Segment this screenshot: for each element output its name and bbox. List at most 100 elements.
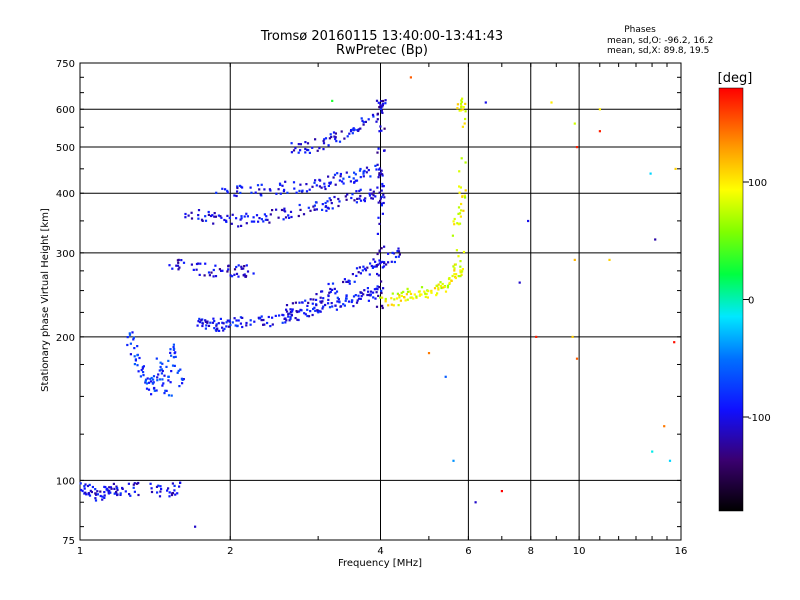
echo-point <box>378 106 381 109</box>
echo-point <box>124 490 127 493</box>
echo-point <box>391 292 394 295</box>
echo-point <box>418 294 421 297</box>
echo-point <box>333 287 336 290</box>
echo-point <box>324 201 327 205</box>
echo-point <box>160 368 163 371</box>
echo-point <box>171 482 174 485</box>
echo-point <box>322 297 325 300</box>
echo-point <box>309 209 312 212</box>
echo-point <box>329 290 332 293</box>
echo-point <box>353 199 356 202</box>
echo-point <box>315 304 318 307</box>
echo-point <box>343 304 346 307</box>
echo-point <box>459 215 462 218</box>
echo-point <box>298 203 301 207</box>
echo-point <box>234 324 237 327</box>
echo-point <box>399 299 402 302</box>
echo-point <box>119 493 122 496</box>
echo-point <box>380 169 383 172</box>
echo-point <box>355 201 358 204</box>
echo-point <box>324 303 327 307</box>
echo-point <box>381 174 384 177</box>
echo-point <box>321 208 324 211</box>
echo-point <box>376 232 379 235</box>
echo-point <box>259 193 262 196</box>
echo-point <box>90 490 93 494</box>
echo-point <box>99 490 102 493</box>
echo-point <box>379 107 382 111</box>
echo-point <box>363 267 366 270</box>
colorbar-tick-label: -100 <box>748 413 771 424</box>
echo-point <box>377 101 380 104</box>
echo-point <box>375 305 379 308</box>
echo-point <box>294 301 297 304</box>
echo-point <box>233 194 236 197</box>
echo-point <box>176 259 179 262</box>
echo-point <box>290 151 293 154</box>
echo-point <box>326 200 329 203</box>
echo-point <box>219 215 222 218</box>
echo-point <box>437 286 440 289</box>
echo-point <box>96 493 99 496</box>
echo-point <box>241 325 244 329</box>
echo-point <box>330 302 333 305</box>
echo-point <box>535 335 538 338</box>
echo-point <box>322 142 326 145</box>
echo-point <box>137 370 140 373</box>
echo-point <box>390 297 393 300</box>
echo-point <box>369 175 372 178</box>
echo-point <box>257 316 260 319</box>
echo-point <box>518 281 521 284</box>
echo-point <box>150 376 153 380</box>
echo-point <box>236 190 239 193</box>
echo-point <box>311 302 314 305</box>
echo-point <box>381 306 384 310</box>
echo-point <box>201 324 204 328</box>
echo-point <box>370 197 373 200</box>
echo-point <box>221 326 224 329</box>
y-tick-label: 750 <box>56 59 75 70</box>
echo-point <box>99 494 102 498</box>
echo-point <box>446 286 449 289</box>
echo-point <box>315 293 318 296</box>
echo-point <box>573 258 576 261</box>
echo-point <box>262 323 265 326</box>
echo-point <box>331 207 334 210</box>
echo-point <box>327 298 330 301</box>
echo-point <box>255 214 259 217</box>
echo-point <box>319 296 322 299</box>
echo-point <box>161 378 164 381</box>
echo-point <box>226 319 229 322</box>
echo-point <box>249 186 252 189</box>
echo-point <box>225 219 228 222</box>
echo-point <box>155 485 159 488</box>
echo-point <box>377 147 380 150</box>
echo-point <box>197 209 201 212</box>
echo-point <box>283 207 286 210</box>
echo-point <box>278 182 282 185</box>
echo-point <box>362 123 365 126</box>
echo-point <box>156 379 159 382</box>
echo-point <box>380 109 383 112</box>
echo-point <box>370 192 374 195</box>
echo-point <box>173 489 176 492</box>
echo-point <box>345 294 348 297</box>
echo-point <box>287 315 290 318</box>
echo-point <box>345 297 348 300</box>
echo-point <box>88 494 92 497</box>
echo-point <box>379 197 382 200</box>
echo-point <box>381 296 384 299</box>
echo-point <box>355 274 358 277</box>
echo-point <box>289 210 293 213</box>
echo-point <box>381 212 384 215</box>
echo-point <box>376 272 379 276</box>
echo-point <box>651 450 654 453</box>
echo-point <box>383 127 386 130</box>
echo-point <box>295 191 298 194</box>
chart-subtitle: RwPretec (Bp) <box>336 43 428 58</box>
echo-point <box>305 183 308 186</box>
echo-point <box>361 269 364 272</box>
echo-point <box>339 175 342 178</box>
echo-point <box>674 167 677 170</box>
echo-point <box>423 290 426 293</box>
